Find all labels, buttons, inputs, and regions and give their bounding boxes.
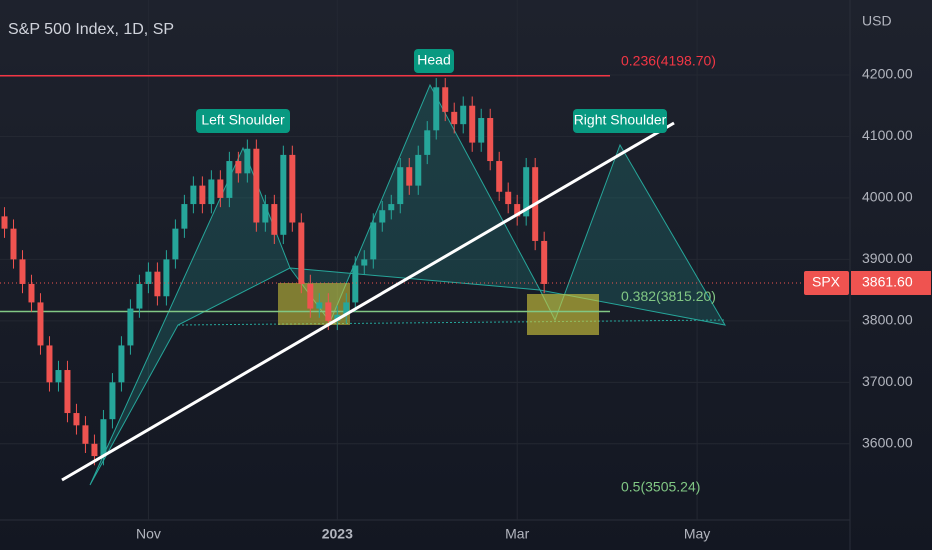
candle-body xyxy=(352,265,359,303)
candle-body xyxy=(154,271,161,297)
candle-body xyxy=(181,204,188,229)
highlight-box xyxy=(527,294,599,335)
candle-body xyxy=(10,228,17,260)
neckline xyxy=(177,319,726,326)
candle-body xyxy=(127,308,134,346)
candle-body xyxy=(208,179,215,205)
candle-body xyxy=(361,259,368,266)
candle-body xyxy=(253,148,260,223)
candle-body xyxy=(424,130,431,155)
candle-body xyxy=(298,222,305,284)
candle-body xyxy=(280,154,287,235)
candle-body xyxy=(505,191,512,205)
x-tick-label: Mar xyxy=(505,526,529,542)
candle-body xyxy=(289,154,296,223)
candle-body xyxy=(1,216,8,229)
candle-body xyxy=(406,167,413,186)
candle-body xyxy=(100,419,107,457)
candle-body xyxy=(226,161,233,198)
candle-body xyxy=(469,105,476,143)
candle-body xyxy=(307,283,314,309)
annotation: Left Shoulder xyxy=(201,112,285,128)
trend-line xyxy=(61,121,675,482)
candle-body xyxy=(64,370,71,414)
candle-body xyxy=(91,443,98,457)
y-tick-label: 4100.00 xyxy=(862,127,913,143)
candle-body xyxy=(343,302,350,315)
candle-body xyxy=(388,204,395,211)
x-tick-label: 2023 xyxy=(322,526,353,542)
x-tick-label: May xyxy=(684,526,710,542)
candle-body xyxy=(19,259,26,284)
candle-body xyxy=(190,185,197,205)
y-tick-label: 4000.00 xyxy=(862,189,913,205)
candle-body xyxy=(172,228,179,260)
candle-body xyxy=(136,283,143,309)
symbol-label: SPX xyxy=(812,274,841,290)
labels: Left Shoulder Head Right Shoulder xyxy=(196,49,667,133)
label-box xyxy=(573,109,667,133)
y-tick-label: 4200.00 xyxy=(862,66,913,82)
chart-title: S&P 500 Index, 1D, SP xyxy=(8,21,174,38)
candle-body xyxy=(118,345,125,383)
candle-body xyxy=(145,271,152,284)
candle-body xyxy=(433,87,440,131)
candle-body xyxy=(397,167,404,205)
candle-body xyxy=(163,259,170,297)
candle-body xyxy=(244,148,251,174)
candle-body xyxy=(73,413,80,426)
fib-label: 0.236(4198.70) xyxy=(621,52,716,68)
y-tick-label: 3900.00 xyxy=(862,250,913,266)
candle-body xyxy=(235,161,242,174)
candle-body xyxy=(541,240,548,284)
candle-body xyxy=(442,87,449,112)
candle-body xyxy=(487,118,494,162)
candle-body xyxy=(109,382,116,420)
price-tag xyxy=(851,270,931,295)
fib-label: 0.5(3505.24) xyxy=(621,479,700,495)
candle-body xyxy=(271,204,278,235)
candle-body xyxy=(199,185,206,205)
candle-body xyxy=(46,345,53,383)
currency: USD xyxy=(862,13,892,29)
candle-body xyxy=(514,204,521,217)
candle-body xyxy=(325,302,332,321)
price-label: 3861.60 xyxy=(862,274,913,290)
candle-body xyxy=(37,302,44,346)
fib-label: 0.382(3815.20) xyxy=(621,288,716,304)
annotation: Head xyxy=(417,52,450,68)
y-tick-label: 3700.00 xyxy=(862,373,913,389)
candle-body xyxy=(523,167,530,217)
candle-body xyxy=(28,283,35,303)
candle-body xyxy=(415,154,422,186)
annotation: Right Shoulder xyxy=(574,112,667,128)
symbol-tag xyxy=(804,270,849,295)
label-box xyxy=(414,49,454,73)
label-box xyxy=(196,109,290,133)
x-tick-label: Nov xyxy=(136,526,161,542)
candle-body xyxy=(496,161,503,192)
candle-body xyxy=(460,105,467,125)
candle-body xyxy=(55,370,62,383)
candle-body xyxy=(262,204,269,223)
candle-body xyxy=(379,210,386,223)
candle-body xyxy=(451,111,458,125)
candle-body xyxy=(316,302,323,309)
candle-body xyxy=(478,118,485,143)
y-tick-label: 3600.00 xyxy=(862,434,913,450)
candle-body xyxy=(82,425,89,444)
y-tick-label: 3800.00 xyxy=(862,312,913,328)
candle-body xyxy=(217,179,224,198)
candle-body xyxy=(370,222,377,260)
